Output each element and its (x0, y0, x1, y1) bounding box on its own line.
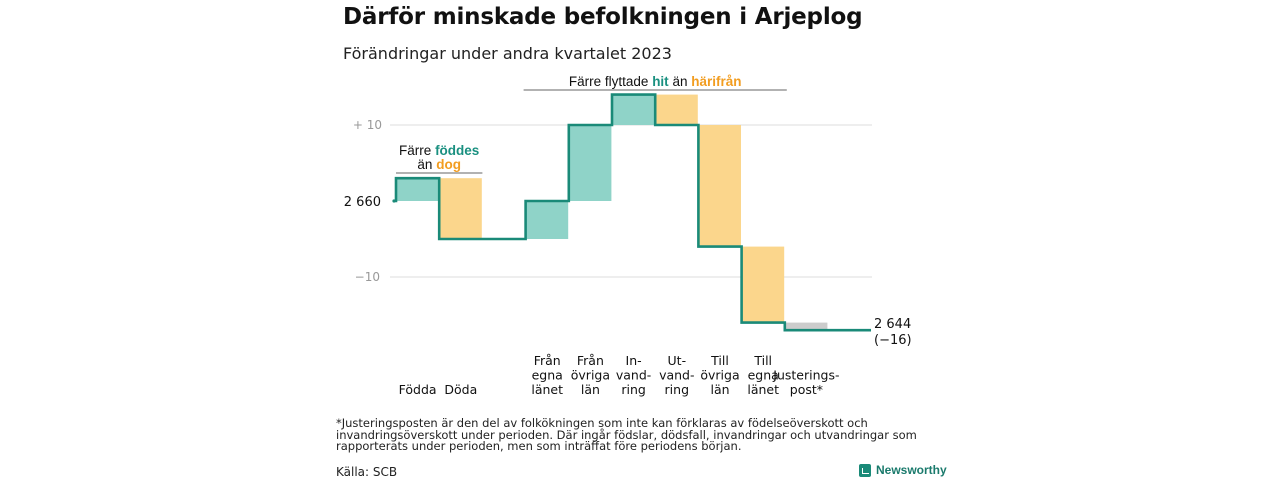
waterfall-bar (784, 322, 828, 331)
waterfall-bar (396, 178, 439, 201)
cumulative-step-line (394, 93, 871, 332)
waterfall-bar (655, 94, 698, 125)
category-label: Till (753, 353, 772, 368)
category-label: övriga (700, 368, 739, 383)
category-label: ring (621, 382, 645, 397)
category-label: Från (534, 353, 561, 368)
category-label: vand- (659, 368, 694, 383)
category-label: Ut- (668, 353, 687, 368)
end-value-label: 2 644 (874, 317, 911, 332)
end-change-label: (−16) (874, 333, 912, 348)
brand-logo[interactable]: Newsworthy (859, 463, 947, 477)
category-label: In- (626, 353, 642, 368)
category-label: ring (665, 382, 689, 397)
waterfall-bar (698, 125, 741, 247)
y-tick-label: −10 (355, 270, 380, 284)
start-value-label: 2 660 (344, 195, 381, 210)
brand-name: Newsworthy (876, 463, 947, 477)
category-label: länet (747, 382, 779, 397)
annotation-births-line1: Färre föddes (399, 143, 479, 158)
category-label: post* (790, 382, 823, 397)
category-label: egna (532, 368, 563, 383)
annotation-births-line2: än dog (417, 157, 461, 172)
newsworthy-icon (859, 463, 871, 477)
category-label: övriga (571, 368, 610, 383)
annotation-migration: Färre flyttade hit än härifrån (569, 74, 742, 89)
category-label: egna (748, 368, 779, 383)
waterfall-bar (439, 178, 482, 239)
y-tick-label: + 10 (353, 118, 382, 132)
waterfall-bar (612, 94, 655, 125)
category-label: Justerings- (772, 368, 839, 383)
footnote: *Justeringsposten är den del av folkökni… (336, 416, 917, 453)
category-label: Döda (444, 382, 477, 397)
chart-title: Därför minskade befolkningen i Arjeplog (343, 4, 863, 30)
category-label: Födda (399, 382, 437, 397)
start-point (392, 199, 396, 203)
waterfall-bar (525, 201, 569, 239)
source-label: Källa: SCB (336, 465, 398, 479)
chart-subtitle: Förändringar under andra kvartalet 2023 (343, 44, 672, 63)
category-label: Från (577, 353, 604, 368)
waterfall-bar (568, 125, 612, 201)
category-label: län (581, 382, 600, 397)
category-label: Till (710, 353, 729, 368)
category-label: länet (531, 382, 563, 397)
category-label: vand- (616, 368, 651, 383)
category-label: län (710, 382, 729, 397)
waterfall-bar (741, 246, 785, 323)
